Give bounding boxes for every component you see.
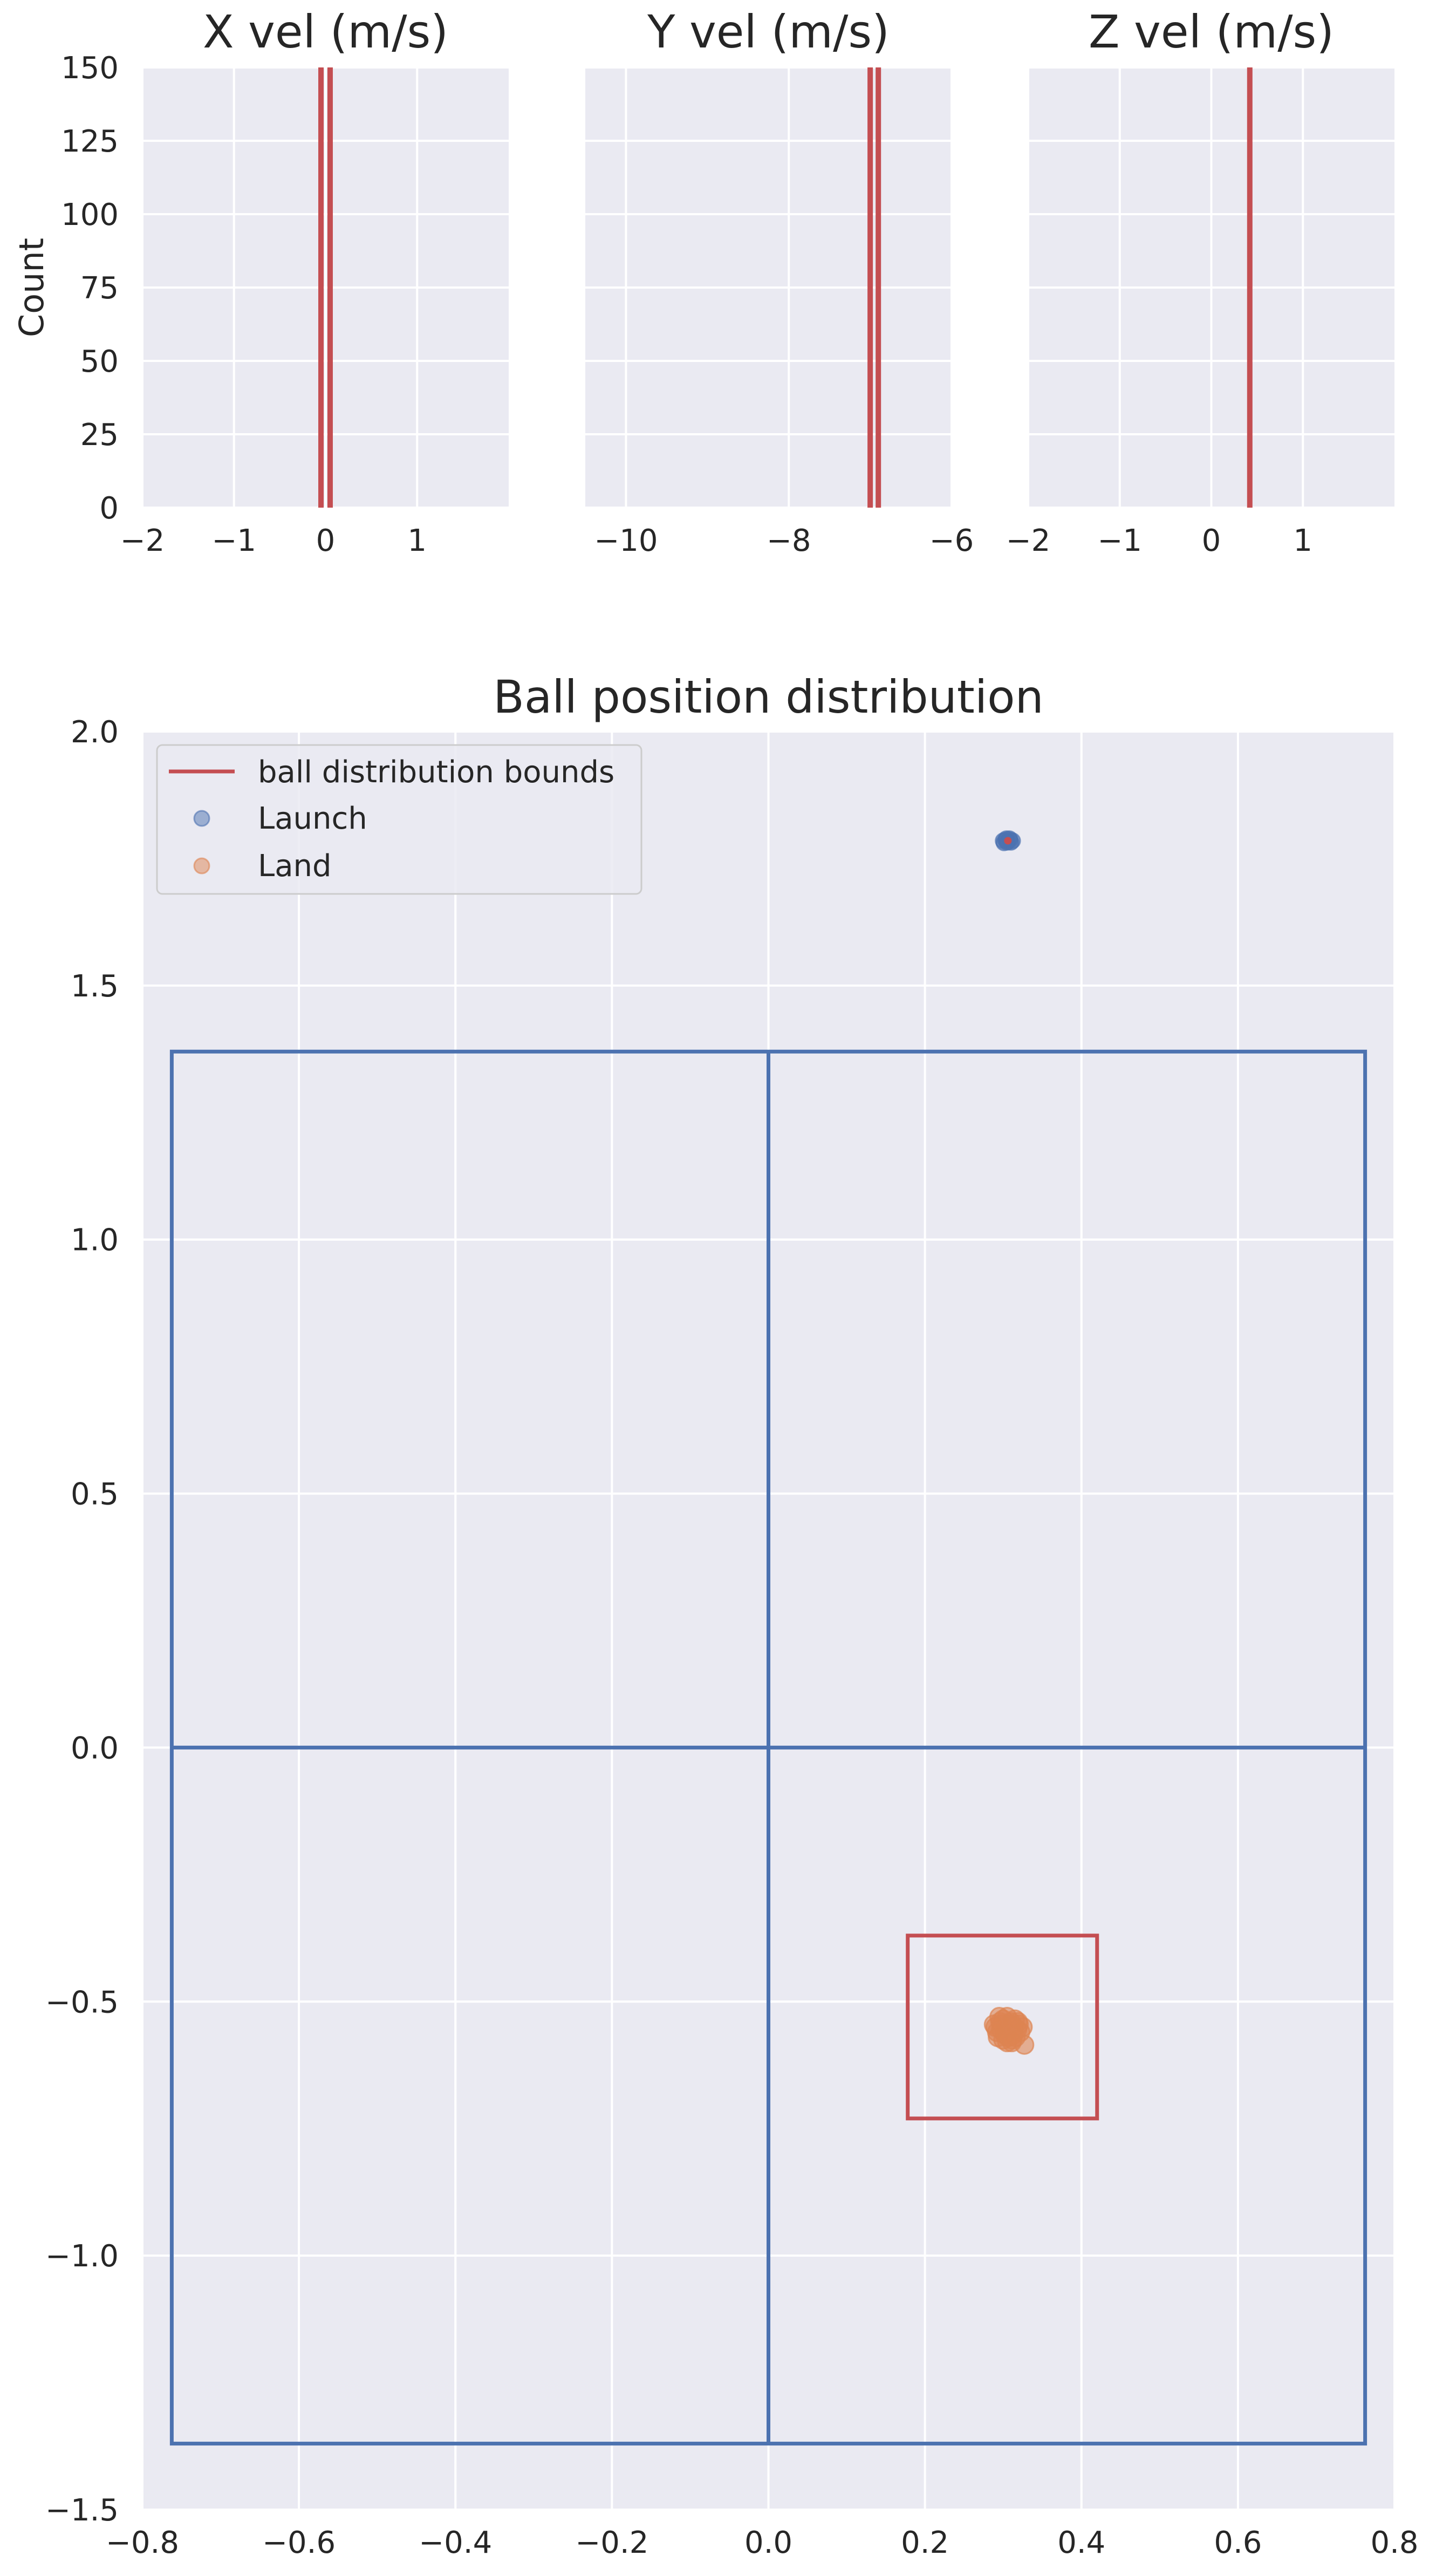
x-tick-label: −8 — [767, 523, 811, 558]
x-tick-label: 0.6 — [1214, 2525, 1262, 2560]
y-tick-label: 0.5 — [71, 1477, 119, 1512]
y-tick-label: 25 — [80, 418, 119, 453]
x-tick-label: 0.4 — [1057, 2525, 1105, 2560]
x-tick-label: 0 — [316, 523, 336, 558]
z-vel-grid — [1027, 66, 1394, 509]
y-tick-label: −0.5 — [45, 1985, 119, 2020]
launch-bounds-marker — [1004, 837, 1012, 845]
x-tick-label: 0.8 — [1370, 2525, 1418, 2560]
x-vel-histogram: −2 −1 0 1 0 25 50 75 100 125 150 X vel (m/s) Coun… — [12, 5, 509, 558]
ball-position-scatter: −0.8 −0.6 −0.4 −0.2 0.0 0.2 0.4 0.6 0.8 −1.5 −1.0… — [45, 671, 1419, 2560]
x-tick-label: 0.0 — [744, 2525, 792, 2560]
x-tick-label: −10 — [594, 523, 658, 558]
legend-land-marker — [193, 857, 210, 874]
position-title: Ball position distribution — [493, 671, 1044, 723]
x-tick-label: −0.6 — [262, 2525, 336, 2560]
z-vel-title: Z vel (m/s) — [1089, 5, 1334, 58]
y-tick-label: −1.0 — [45, 2239, 119, 2274]
position-x-ticks: −0.8 −0.6 −0.4 −0.2 0.0 0.2 0.4 0.6 0.8 — [106, 2525, 1419, 2560]
y-tick-label: 0.0 — [71, 1731, 119, 1766]
x-tick-label: −1 — [1097, 523, 1142, 558]
y-tick-label: 100 — [61, 197, 119, 233]
legend-box — [156, 744, 642, 895]
x-vel-title: X vel (m/s) — [203, 5, 448, 58]
x-tick-label: −6 — [929, 523, 974, 558]
x-tick-label: 0 — [1202, 523, 1221, 558]
x-vel-grid — [141, 66, 509, 509]
x-tick-label: −0.2 — [575, 2525, 648, 2560]
position-marks — [169, 830, 1367, 2446]
y-vel-lines — [867, 67, 881, 508]
legend: ball distribution bounds Launch Land — [156, 744, 642, 895]
y-tick-label: 150 — [61, 51, 119, 86]
legend-label-bounds: ball distribution bounds — [258, 755, 614, 790]
x-vel-x-ticks: −2 −1 0 1 — [120, 523, 427, 558]
ball-distribution-bounds — [906, 1933, 1099, 2121]
y-tick-label: 2.0 — [71, 715, 119, 750]
x-tick-label: 0.2 — [901, 2525, 949, 2560]
legend-launch-marker — [193, 810, 210, 827]
x-tick-label: −2 — [1006, 523, 1051, 558]
y-vel-histogram: −10 −8 −6 Y vel (m/s) — [585, 5, 974, 558]
y-tick-label: 1.5 — [71, 969, 119, 1004]
land-point — [1002, 2030, 1023, 2050]
y-tick-label: 50 — [80, 344, 119, 379]
y-tick-label: 1.0 — [71, 1223, 119, 1258]
z-vel-histogram: −2 −1 0 1 Z vel (m/s) — [1006, 5, 1394, 558]
x-tick-label: −1 — [211, 523, 256, 558]
y-vel-x-ticks: −10 −8 −6 — [594, 523, 974, 558]
x-tick-label: −0.4 — [419, 2525, 492, 2560]
x-tick-label: −0.8 — [106, 2525, 179, 2560]
x-tick-label: 1 — [1293, 523, 1312, 558]
y-vel-grid — [585, 66, 953, 509]
x-vel-lines — [318, 67, 333, 508]
x-vel-y-ticks: 0 25 50 75 100 125 150 — [61, 51, 119, 526]
x-tick-label: −2 — [120, 523, 165, 558]
x-tick-label: 1 — [407, 523, 427, 558]
y-tick-label: 0 — [99, 491, 119, 526]
y-tick-label: 125 — [61, 124, 119, 159]
y-tick-label: 75 — [80, 271, 119, 306]
y-tick-label: −1.5 — [45, 2493, 119, 2528]
z-vel-x-ticks: −2 −1 0 1 — [1006, 523, 1312, 558]
land-point — [987, 2022, 1007, 2042]
count-axis-label: Count — [12, 238, 51, 337]
legend-label-land: Land — [258, 849, 332, 884]
y-vel-title: Y vel (m/s) — [647, 5, 890, 58]
position-y-ticks: −1.5 −1.0 −0.5 0.0 0.5 1.0 1.5 2.0 — [45, 715, 119, 2528]
legend-label-launch: Launch — [258, 801, 367, 836]
